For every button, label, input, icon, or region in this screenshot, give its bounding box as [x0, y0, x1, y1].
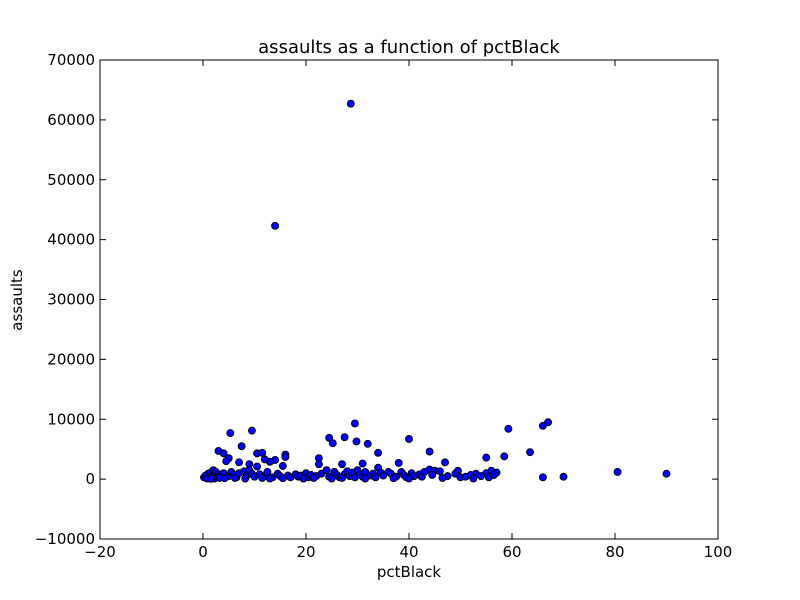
data-point [322, 466, 331, 475]
y-tick-label: 10000 [47, 410, 95, 428]
y-axis-label: assaults [8, 269, 26, 331]
data-point [350, 419, 359, 428]
data-point [299, 474, 308, 483]
data-point [394, 459, 403, 467]
data-point [220, 474, 229, 483]
data-point [379, 471, 388, 480]
y-tick-label: 0 [85, 470, 95, 488]
y-tick-label: 60000 [47, 111, 95, 129]
data-point [263, 467, 272, 476]
data-point [327, 474, 336, 483]
data-point [266, 474, 274, 483]
data-point [538, 473, 547, 482]
y-tick-label: 20000 [47, 350, 95, 368]
data-point [559, 472, 568, 481]
data-point [237, 442, 246, 451]
data-point [230, 473, 239, 482]
data-point [314, 460, 323, 469]
data-point [420, 467, 429, 476]
data-point [374, 448, 383, 457]
data-point [613, 467, 622, 476]
data-point [477, 472, 486, 481]
data-point [219, 449, 228, 458]
data-point [538, 421, 547, 430]
data-point [425, 447, 434, 456]
data-point [435, 467, 444, 476]
data-point [441, 458, 449, 467]
data-point [266, 457, 274, 466]
data-point [504, 424, 513, 433]
data-point [253, 462, 262, 471]
data-point [338, 460, 346, 469]
x-tick-label: 60 [502, 543, 521, 561]
y-tick-label: 40000 [47, 231, 95, 249]
data-point [258, 473, 267, 482]
data-point [328, 439, 337, 448]
x-tick-label: −20 [84, 543, 116, 561]
data-point [309, 473, 318, 482]
data-point [241, 474, 250, 483]
data-point [226, 429, 235, 437]
data-point [371, 473, 380, 482]
data-point [281, 453, 290, 461]
data-point [469, 474, 478, 483]
data-point [358, 459, 367, 468]
data-point [526, 448, 534, 457]
x-axis-label: pctBlack [377, 563, 442, 581]
data-point [482, 453, 491, 462]
data-point [206, 474, 215, 483]
data-point [222, 457, 231, 466]
x-tick-label: 20 [296, 543, 315, 561]
x-tick-label: 40 [399, 543, 418, 561]
data-point [258, 448, 267, 457]
data-point [278, 462, 287, 470]
y-tick-label: 30000 [47, 291, 95, 309]
x-tick-label: 0 [198, 543, 208, 561]
data-point [389, 474, 398, 483]
data-point [278, 474, 287, 483]
data-point [500, 452, 509, 461]
y-tick-label: 50000 [47, 171, 95, 189]
data-point [271, 221, 280, 230]
data-point [438, 473, 447, 482]
data-point [428, 470, 437, 479]
plot-area [99, 59, 719, 540]
chart-title: assaults as a function of pctBlack [258, 37, 560, 58]
data-point [340, 433, 349, 442]
y-tick-label: −10000 [35, 530, 95, 548]
data-point [490, 470, 498, 479]
data-point [247, 426, 256, 435]
x-axis-ticks: −20 0 20 40 60 80 100 [84, 60, 732, 561]
data-point [405, 435, 413, 443]
data-point [405, 474, 413, 483]
x-tick-label: 80 [605, 543, 624, 561]
data-point [451, 469, 460, 478]
data-point [325, 433, 334, 442]
data-point [363, 439, 372, 448]
data-point [361, 474, 370, 483]
y-tick-label: 70000 [47, 51, 95, 69]
data-point [346, 99, 355, 108]
data-point [338, 473, 346, 482]
x-tick-label: 100 [704, 543, 733, 561]
data-point [235, 458, 244, 467]
data-point [662, 469, 671, 478]
data-point [352, 437, 361, 446]
data-points [200, 99, 671, 483]
y-axis-ticks: −10000 0 10000 20000 30000 40000 50000 60000 700… [35, 51, 718, 548]
